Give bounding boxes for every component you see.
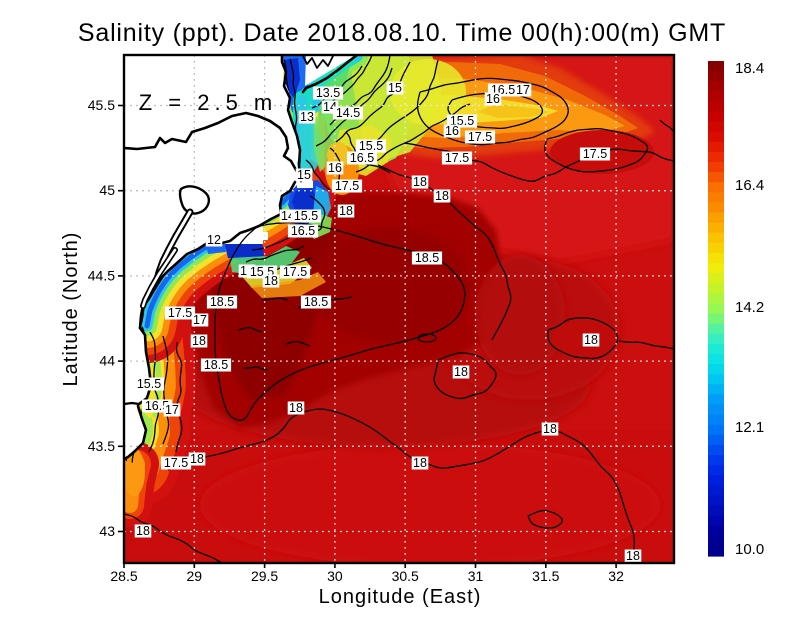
svg-text:18: 18 [192, 334, 206, 348]
svg-text:12: 12 [207, 233, 221, 247]
svg-text:13: 13 [300, 110, 314, 124]
svg-text:45.5: 45.5 [88, 97, 115, 113]
svg-text:Z = 2.5 m: Z = 2.5 m [139, 90, 278, 115]
svg-text:17.5: 17.5 [583, 147, 607, 161]
svg-text:17.5: 17.5 [468, 130, 492, 144]
svg-text:15.5: 15.5 [137, 377, 161, 391]
svg-text:16: 16 [445, 124, 459, 138]
svg-text:18: 18 [413, 456, 427, 470]
svg-text:14.2: 14.2 [735, 299, 764, 316]
svg-text:18: 18 [136, 524, 150, 538]
svg-text:29: 29 [187, 568, 203, 584]
svg-text:16.5: 16.5 [291, 224, 315, 238]
svg-text:18.5: 18.5 [304, 295, 328, 309]
svg-text:29.5: 29.5 [251, 568, 278, 584]
svg-text:17.5: 17.5 [168, 306, 192, 320]
svg-text:18: 18 [543, 422, 557, 436]
svg-text:17: 17 [516, 83, 530, 97]
svg-text:17.5: 17.5 [164, 456, 188, 470]
svg-text:17: 17 [165, 403, 179, 417]
svg-text:16.5: 16.5 [145, 399, 169, 413]
svg-text:43: 43 [99, 523, 115, 539]
svg-text:18: 18 [454, 365, 468, 379]
svg-text:18: 18 [339, 204, 353, 218]
svg-text:18: 18 [584, 333, 598, 347]
svg-text:15.5: 15.5 [294, 209, 318, 223]
svg-text:18.5: 18.5 [415, 251, 439, 265]
svg-text:10.0: 10.0 [735, 541, 764, 558]
svg-text:28.5: 28.5 [110, 568, 137, 584]
svg-text:31: 31 [468, 568, 484, 584]
svg-text:18: 18 [626, 549, 640, 563]
svg-text:17: 17 [193, 313, 207, 327]
svg-text:16.5: 16.5 [350, 151, 374, 165]
svg-text:Salinity (ppt). Date 2018.08.1: Salinity (ppt). Date 2018.08.10. Time 00… [78, 19, 726, 47]
svg-text:Latitude (North): Latitude (North) [60, 232, 82, 387]
svg-text:32: 32 [608, 568, 624, 584]
svg-text:44.5: 44.5 [88, 267, 115, 283]
svg-text:13.5: 13.5 [316, 86, 340, 100]
svg-text:43.5: 43.5 [88, 438, 115, 454]
svg-text:45: 45 [99, 182, 115, 198]
svg-text:16.4: 16.4 [735, 177, 764, 194]
svg-text:18.5: 18.5 [204, 358, 228, 372]
svg-text:16: 16 [486, 92, 500, 106]
svg-text:17.5: 17.5 [283, 265, 307, 279]
svg-text:12.1: 12.1 [735, 419, 764, 436]
svg-text:14.5: 14.5 [336, 106, 360, 120]
svg-text:15.5: 15.5 [359, 139, 383, 153]
svg-text:Longitude (East): Longitude (East) [319, 586, 482, 608]
svg-text:17.5: 17.5 [335, 179, 359, 193]
svg-text:18: 18 [289, 401, 303, 415]
svg-text:15: 15 [297, 168, 311, 182]
svg-text:30.5: 30.5 [392, 568, 419, 584]
svg-text:31.5: 31.5 [532, 568, 559, 584]
svg-text:16: 16 [328, 161, 342, 175]
svg-text:18.4: 18.4 [735, 60, 764, 77]
svg-text:18: 18 [413, 175, 427, 189]
svg-text:17.5: 17.5 [445, 151, 469, 165]
svg-text:18.5: 18.5 [210, 295, 234, 309]
svg-text:15: 15 [388, 81, 402, 95]
svg-text:30: 30 [327, 568, 343, 584]
svg-text:18: 18 [190, 452, 204, 466]
svg-text:44: 44 [99, 353, 115, 369]
svg-text:18: 18 [264, 274, 278, 288]
svg-text:18: 18 [435, 189, 449, 203]
